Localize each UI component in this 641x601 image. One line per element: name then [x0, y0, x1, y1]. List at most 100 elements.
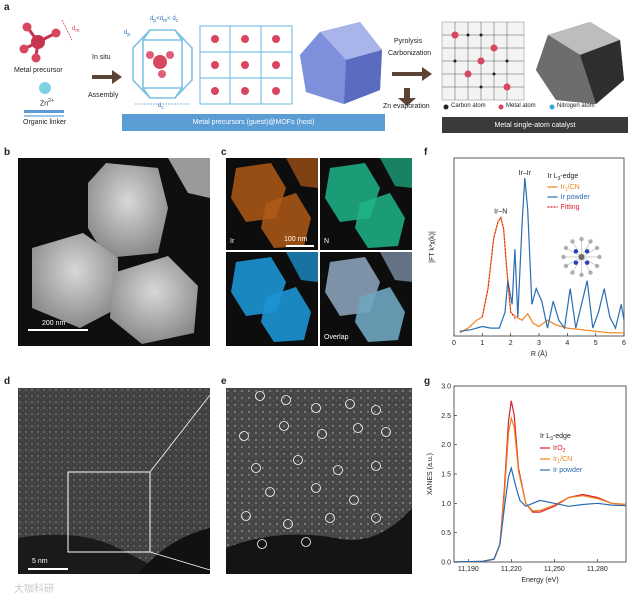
x-tick-label-g: 11,280	[587, 566, 608, 573]
x-tick-label-f: 4	[565, 340, 569, 347]
mof-cage	[132, 29, 193, 99]
x-tick-label-f: 5	[594, 340, 598, 347]
y-axis-label-g: XANES (a.u.)	[427, 453, 434, 495]
single-atom-marker	[371, 513, 381, 523]
molecule-inset	[561, 236, 602, 278]
panel-label-d: d	[4, 376, 11, 387]
band-mof-host: Metal precursors (guest)@MOFs (host)	[122, 114, 385, 131]
eds-map-blue	[226, 252, 318, 346]
series-line-g-0	[453, 400, 627, 563]
panel-label-c: c	[221, 147, 227, 158]
label-pyrolysis: Pyrolysis	[394, 38, 423, 45]
y-tick-label-g: 1.5	[441, 472, 451, 479]
label-dp: dp	[124, 30, 131, 39]
label-organic-linker: Organic linker	[23, 119, 67, 126]
panel-label-e: e	[221, 376, 227, 387]
y-axis-label-f: |FT k³χ(k)|	[429, 231, 436, 263]
x-tick-label-g: 11,250	[544, 566, 565, 573]
legend-title-f: Ir L3-edge	[548, 173, 579, 182]
label-metal-precursor: Metal precursor	[14, 67, 63, 74]
chart-xanes: 11,190 11,220 11,250 11,280 0.0 0.5 1.0 1.5 2.0 2…	[427, 384, 627, 584]
single-atom-marker	[251, 463, 261, 473]
legend-label-g-0: IrO2	[553, 445, 566, 454]
eds-map-ir: Ir 100 nm	[226, 158, 318, 250]
label-overlap: Overlap	[324, 334, 349, 341]
metal-precursor-molecule	[19, 19, 73, 63]
single-atom-marker	[301, 537, 311, 547]
panel-label-g: g	[424, 376, 431, 387]
single-atom-marker	[371, 461, 381, 471]
single-atom-marker	[311, 483, 321, 493]
single-atom-marker	[279, 421, 289, 431]
annotation-ir-ir: Ir–Ir	[519, 170, 532, 177]
arrow-zn-evaporation	[398, 88, 416, 106]
haadf-image-e	[226, 388, 412, 574]
label-zn-ion: Zn2+	[40, 98, 54, 108]
label-in-situ: In situ	[92, 54, 111, 61]
y-tick-label-g: 3.0	[441, 384, 451, 391]
x-axis-label-f: R (Å)	[531, 349, 547, 358]
haadf-image-d: 5 nm	[18, 388, 210, 574]
scale-bar-c	[286, 245, 314, 247]
y-tick-label-g: 2.0	[441, 442, 451, 449]
legend-label-g-1: Ir1/CN	[553, 456, 572, 465]
plot-frame-g	[453, 385, 627, 563]
watermark: 大咖科研	[14, 584, 54, 595]
series-line-f-1	[459, 177, 625, 332]
single-atom-marker	[371, 405, 381, 415]
tem-image-b: 200 nm	[18, 158, 210, 346]
panel-a-schematic	[19, 19, 624, 117]
panel-label-b: b	[4, 147, 11, 158]
band-single-atom: Metal single-atom catalyst	[442, 117, 628, 133]
scale-label-d: 5 nm	[32, 558, 48, 565]
x-tick-label-g: 11,220	[501, 566, 522, 573]
x-tick-label-f: 0	[452, 340, 456, 347]
chart-ft-exafs: 0 1 2 3 4 5 6 R (Å) |FT k³χ(k)| Ir–Ir Ir–N Ir L3-ed…	[429, 157, 626, 358]
catalyst-particle	[536, 22, 624, 104]
legend-title-g: Ir L3-edge	[540, 433, 571, 442]
single-atom-marker	[281, 395, 291, 405]
panel-label-a: a	[4, 2, 10, 13]
single-atom-marker	[325, 513, 335, 523]
x-tick-label-f: 3	[537, 340, 541, 347]
single-atom-marker	[265, 487, 275, 497]
legend-metal: Metal atom	[506, 103, 536, 109]
arrow-in-situ	[92, 70, 122, 84]
single-atom-marker	[257, 539, 267, 549]
single-atom-marker	[353, 423, 363, 433]
panel-label-f: f	[424, 147, 428, 158]
y-tick-label-g: 0.5	[441, 530, 451, 537]
organic-linker-icon	[24, 110, 64, 113]
series-line-f-2	[481, 216, 517, 321]
legend-carbon: Carbon atom	[451, 103, 486, 109]
label-carbonization: Carbonization	[388, 50, 432, 57]
x-tick-label-f: 1	[480, 340, 484, 347]
legend-nitrogen: Nitrogen atom	[557, 103, 595, 109]
label-inequality: dp<dm< dc	[150, 16, 179, 25]
label-zn-evaporation: Zn evaporation	[383, 103, 430, 110]
label-n: N	[324, 238, 330, 245]
single-atom-marker	[255, 391, 265, 401]
x-axis-label-g: Energy (eV)	[521, 577, 558, 584]
legend-label-f-0: Ir1/CN	[561, 184, 580, 193]
legend-label-g-2: Ir powder	[553, 467, 583, 474]
single-atom-marker	[345, 399, 355, 409]
eds-map-overlap: Overlap	[320, 252, 412, 346]
single-atom-marker	[333, 465, 343, 475]
mof-crystal	[300, 22, 382, 104]
label-dm: dm	[72, 26, 80, 35]
single-atom-marker	[241, 511, 251, 521]
single-atom-sheet	[441, 21, 525, 101]
y-tick-label-g: 0.0	[441, 560, 451, 567]
label-ir: Ir	[230, 238, 235, 245]
scale-label-b: 200 nm	[42, 320, 66, 327]
scale-bar-b	[28, 329, 88, 331]
arrow-pyrolysis	[392, 67, 432, 81]
legend-label-f-1: Ir powder	[561, 194, 591, 201]
single-atom-marker	[311, 403, 321, 413]
single-atom-marker	[381, 427, 391, 437]
single-atom-marker	[317, 429, 327, 439]
eds-map-n: N	[320, 158, 412, 250]
annotation-ir-n: Ir–N	[494, 209, 507, 216]
